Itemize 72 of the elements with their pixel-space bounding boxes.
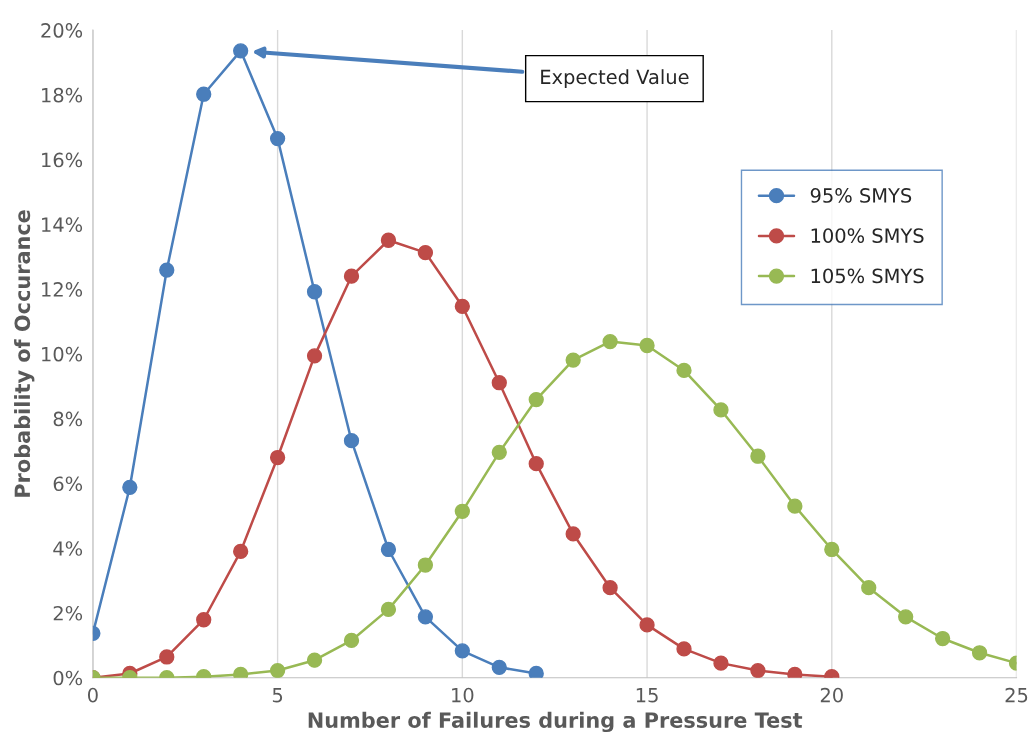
point (233, 43, 249, 59)
point (528, 665, 544, 678)
point (343, 433, 360, 449)
x-tick-label: 5 (272, 688, 283, 703)
point (713, 655, 729, 671)
legend-label: 95% SMYS (810, 188, 912, 203)
x-axis-title: Number of Failures during a Pressure Test (308, 711, 803, 733)
y-tick-label: 20% (41, 23, 83, 38)
x-tick-label: 25 (1005, 687, 1028, 703)
point (196, 612, 212, 628)
point (306, 652, 323, 668)
point (713, 402, 729, 418)
point (454, 503, 470, 519)
point (269, 662, 286, 678)
point (122, 479, 138, 495)
y-tick-label: 6% (53, 476, 83, 492)
point (565, 526, 581, 542)
x-tick-label: 20 (820, 687, 843, 703)
y-tick-label: 0% (53, 670, 83, 686)
y-tick-label: 2% (53, 605, 83, 621)
point (528, 391, 544, 408)
y-tick-label: 8% (53, 411, 83, 427)
point (417, 557, 434, 573)
y-tick-label: 14% (42, 217, 83, 233)
point (602, 580, 618, 596)
point (343, 268, 360, 284)
point (159, 649, 175, 665)
point (750, 448, 766, 464)
point (528, 456, 544, 472)
point (233, 543, 249, 560)
point (565, 352, 581, 368)
y-axis-title: Probability of Occurance (14, 210, 35, 497)
y-tick-label: 10% (42, 346, 83, 362)
point (971, 645, 988, 661)
point (898, 609, 914, 625)
point (639, 617, 655, 633)
point (306, 284, 323, 300)
point (676, 362, 692, 379)
point (159, 262, 175, 278)
y-tick-label: 12% (42, 282, 83, 297)
point (269, 449, 286, 466)
y-tick-label: 4% (53, 541, 83, 556)
point (602, 333, 618, 350)
point (380, 232, 397, 248)
point (491, 444, 507, 460)
x-tick-label: 0 (87, 687, 98, 703)
point (380, 541, 397, 558)
point (196, 86, 212, 102)
point (454, 643, 470, 659)
point (787, 498, 803, 514)
legend-label: 105% SMYS (811, 268, 924, 284)
point (491, 659, 507, 675)
point (417, 244, 434, 261)
point (861, 580, 877, 596)
point (417, 609, 434, 625)
point (269, 130, 286, 147)
x-tick-label: 10 (452, 687, 474, 703)
point (454, 298, 470, 314)
x-tick-label: 15 (636, 688, 658, 703)
y-tick-label: 16% (42, 152, 83, 168)
point (380, 601, 397, 618)
point (824, 541, 840, 558)
point (306, 348, 323, 364)
point (491, 375, 507, 391)
point (750, 662, 766, 678)
legend-label: 100% SMYS (811, 228, 924, 243)
annotation: Expected Value (541, 69, 689, 89)
y-tick-label: 18% (42, 87, 83, 103)
point (639, 337, 655, 354)
point (934, 630, 951, 647)
point (343, 632, 360, 649)
point (676, 641, 692, 657)
